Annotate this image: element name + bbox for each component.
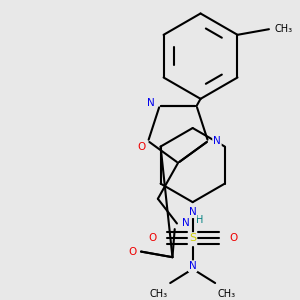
Text: N: N	[189, 207, 196, 217]
Text: CH₃: CH₃	[217, 289, 236, 299]
Text: N: N	[213, 136, 221, 146]
Text: O: O	[137, 142, 146, 152]
Text: H: H	[196, 215, 203, 225]
Text: CH₃: CH₃	[150, 289, 168, 299]
Text: N: N	[189, 261, 196, 271]
Text: O: O	[128, 247, 136, 256]
Text: O: O	[229, 233, 237, 243]
Text: N: N	[182, 218, 190, 229]
Text: S: S	[189, 233, 196, 243]
Text: O: O	[148, 233, 156, 243]
Text: N: N	[147, 98, 154, 108]
Text: CH₃: CH₃	[274, 24, 292, 34]
